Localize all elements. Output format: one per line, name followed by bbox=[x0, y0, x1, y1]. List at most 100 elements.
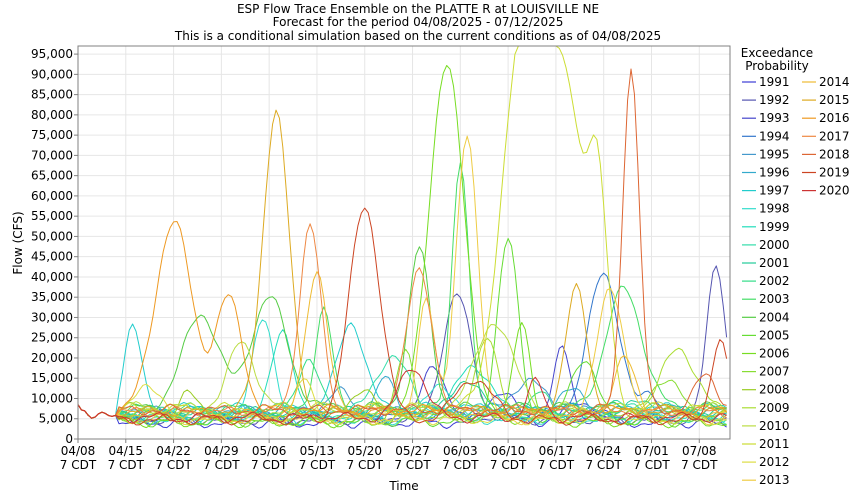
y-tick-label: 60,000 bbox=[31, 189, 73, 203]
y-tick-label: 20,000 bbox=[31, 351, 73, 365]
x-tick-date: 04/08 bbox=[61, 444, 96, 458]
y-tick-label: 5,000 bbox=[39, 412, 73, 426]
legend-label: 1998 bbox=[759, 202, 790, 216]
trace-line-2013 bbox=[77, 135, 727, 426]
legend-item-2010: 2010 bbox=[742, 419, 790, 433]
x-tick-date: 06/03 bbox=[443, 444, 478, 458]
x-tick-date: 04/22 bbox=[156, 444, 191, 458]
plot-area bbox=[77, 45, 728, 429]
x-tick-date: 07/08 bbox=[682, 444, 717, 458]
trace-line-2004 bbox=[77, 246, 727, 419]
y-tick-label: 85,000 bbox=[31, 88, 73, 102]
legend-label: 2013 bbox=[759, 473, 790, 487]
legend-item-2013: 2013 bbox=[742, 473, 790, 487]
legend-label: 1993 bbox=[759, 111, 790, 125]
legend-label: 1997 bbox=[759, 184, 790, 198]
legend-item-1999: 1999 bbox=[742, 220, 790, 234]
x-tick-tz: 7 CDT bbox=[442, 458, 479, 472]
legend-item-2004: 2004 bbox=[742, 310, 790, 324]
x-tick-date: 05/13 bbox=[300, 444, 335, 458]
legend-item-2018: 2018 bbox=[802, 147, 850, 161]
legend-label: 2018 bbox=[819, 147, 850, 161]
y-tick-label: 95,000 bbox=[31, 47, 73, 61]
x-tick-date: 04/15 bbox=[108, 444, 143, 458]
x-tick-date: 05/20 bbox=[347, 444, 382, 458]
legend-label: 2017 bbox=[819, 129, 850, 143]
plot-border bbox=[77, 45, 731, 440]
legend-item-2008: 2008 bbox=[742, 383, 790, 397]
legend-label: 2009 bbox=[759, 401, 790, 415]
legend-item-1996: 1996 bbox=[742, 166, 790, 180]
legend-item-2014: 2014 bbox=[802, 75, 850, 89]
x-tick-date: 06/10 bbox=[491, 444, 526, 458]
trace-line-2020 bbox=[77, 369, 727, 424]
x-tick-date: 04/29 bbox=[204, 444, 239, 458]
legend-label: 2014 bbox=[819, 75, 850, 89]
x-tick-tz: 7 CDT bbox=[60, 458, 97, 472]
x-tick-date: 05/06 bbox=[252, 444, 287, 458]
x-axis-label: Time bbox=[388, 479, 418, 493]
legend-item-2020: 2020 bbox=[802, 184, 850, 198]
legend-item-2005: 2005 bbox=[742, 328, 790, 342]
y-tick-label: 80,000 bbox=[31, 108, 73, 122]
legend-item-2012: 2012 bbox=[742, 455, 790, 469]
y-tick-label: 30,000 bbox=[31, 310, 73, 324]
x-tick-tz: 7 CDT bbox=[203, 458, 240, 472]
legend-label: 1991 bbox=[759, 75, 790, 89]
x-tick-date: 06/24 bbox=[586, 444, 621, 458]
legend-item-1998: 1998 bbox=[742, 202, 790, 216]
x-tick-tz: 7 CDT bbox=[394, 458, 431, 472]
legend-label: 2004 bbox=[759, 310, 790, 324]
y-tick-label: 55,000 bbox=[31, 209, 73, 223]
y-tick-label: 10,000 bbox=[31, 391, 73, 405]
x-tick-tz: 7 CDT bbox=[251, 458, 288, 472]
legend-label: 2003 bbox=[759, 292, 790, 306]
x-tick-tz: 7 CDT bbox=[347, 458, 384, 472]
legend-item-2000: 2000 bbox=[742, 238, 790, 252]
x-tick-date: 05/27 bbox=[395, 444, 430, 458]
x-tick-tz: 7 CDT bbox=[538, 458, 575, 472]
legend-item-2007: 2007 bbox=[742, 365, 790, 379]
chart-subtitle-1: Forecast for the period 04/08/2025 - 07/… bbox=[273, 15, 564, 29]
trace-line-2003 bbox=[77, 162, 727, 419]
trace-line-2010 bbox=[77, 324, 727, 419]
legend-label: 2008 bbox=[759, 383, 790, 397]
trace-line-2019 bbox=[77, 207, 728, 426]
x-tick-tz: 7 CDT bbox=[633, 458, 670, 472]
y-axis-ticks: 0 5,000 10,000 15,000 20,000 25,000 30,000 35,0… bbox=[31, 47, 78, 446]
legend-label: 1992 bbox=[759, 93, 790, 107]
legend-item-2019: 2019 bbox=[802, 166, 850, 180]
y-tick-label: 75,000 bbox=[31, 128, 73, 142]
chart-title: ESP Flow Trace Ensemble on the PLATTE R … bbox=[237, 2, 599, 16]
x-tick-tz: 7 CDT bbox=[585, 458, 622, 472]
legend-label: 2020 bbox=[819, 184, 850, 198]
legend-item-1993: 1993 bbox=[742, 111, 790, 125]
legend-label: 2010 bbox=[759, 419, 790, 433]
legend-label: 2001 bbox=[759, 256, 790, 270]
legend-label: 1994 bbox=[759, 129, 790, 143]
legend-label: 2019 bbox=[819, 166, 850, 180]
legend-item-1997: 1997 bbox=[742, 184, 790, 198]
legend-item-2016: 2016 bbox=[802, 111, 850, 125]
x-tick-tz: 7 CDT bbox=[681, 458, 718, 472]
y-tick-label: 90,000 bbox=[31, 67, 73, 81]
trace-line-2014 bbox=[77, 271, 727, 421]
x-tick-date: 07/01 bbox=[634, 444, 669, 458]
legend-item-2017: 2017 bbox=[802, 129, 850, 143]
legend-label: 2002 bbox=[759, 274, 790, 288]
legend-label: 1999 bbox=[759, 220, 790, 234]
y-tick-label: 0 bbox=[65, 432, 73, 446]
legend-item-2001: 2001 bbox=[742, 256, 790, 270]
legend-item-1994: 1994 bbox=[742, 129, 790, 143]
chart-subtitle-2: This is a conditional simulation based o… bbox=[174, 29, 661, 43]
legend-item-2006: 2006 bbox=[742, 347, 790, 361]
y-tick-label: 15,000 bbox=[31, 371, 73, 385]
legend-label: 2005 bbox=[759, 328, 790, 342]
trace-line-2006 bbox=[77, 65, 727, 429]
x-tick-tz: 7 CDT bbox=[108, 458, 145, 472]
legend-item-1991: 1991 bbox=[742, 75, 790, 89]
legend-label: 2006 bbox=[759, 347, 790, 361]
trace-line-2011 bbox=[77, 45, 727, 419]
